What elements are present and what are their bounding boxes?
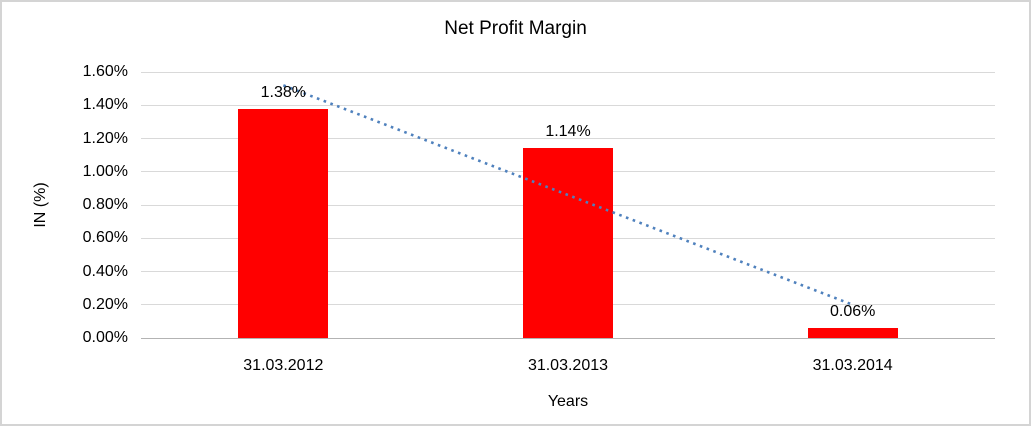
bar [523, 148, 613, 338]
gridline [141, 104, 995, 106]
y-axis-title: IN (%) [32, 182, 49, 228]
y-tick-label: 1.20% [82, 129, 128, 147]
bar-data-label: 1.14% [545, 123, 591, 141]
x-axis-line [141, 337, 995, 339]
y-tick-label: 0.20% [82, 295, 128, 313]
bar-data-label: 1.38% [260, 83, 307, 101]
bar [807, 328, 898, 338]
x-tick-label: 31.03.2014 [812, 357, 893, 374]
x-tick-label: 31.03.2012 [243, 357, 324, 374]
gridline [141, 71, 995, 73]
y-tick-label: 0.00% [82, 329, 128, 346]
x-tick-label: 31.03.2013 [527, 357, 609, 374]
y-tick-label: 0.40% [82, 262, 128, 280]
y-tick-label: 1.60% [82, 63, 128, 80]
y-tick-label: 1.00% [82, 162, 128, 180]
y-tick-label: 0.80% [82, 196, 128, 213]
x-axis-title: Years [547, 393, 589, 410]
y-tick-label: 0.60% [82, 229, 128, 247]
y-tick-label: 1.40% [82, 96, 128, 114]
bar [238, 108, 329, 338]
bar-data-label: 0.06% [829, 303, 876, 321]
chart-title: Net Profit Margin [444, 18, 587, 39]
